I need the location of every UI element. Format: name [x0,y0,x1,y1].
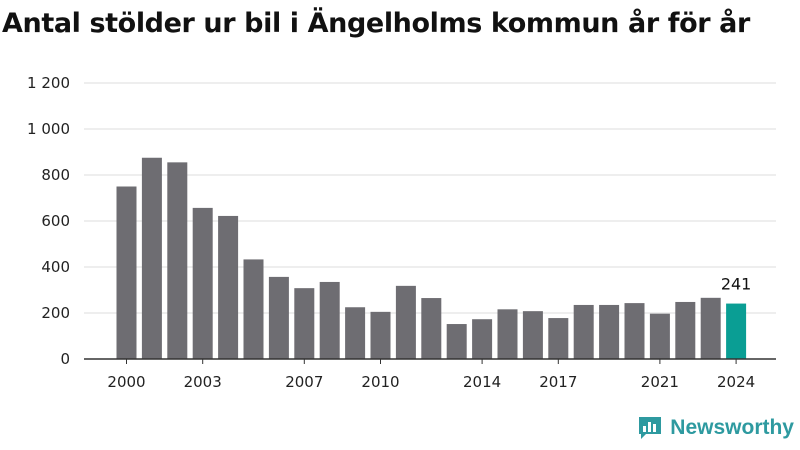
y-axis-ticks: 0 200 400 600 800 1 000 1 200 [27,74,70,368]
x-tick-label: 2003 [184,373,222,391]
bar-2023 [700,297,721,359]
bars [116,157,747,359]
y-tick-label: 400 [41,258,70,276]
bar-2010 [370,311,391,359]
bar-2002 [167,162,188,359]
bar-2014 [472,319,493,359]
bar-2019 [599,304,620,359]
bar-2005 [243,259,264,359]
x-tick-label: 2007 [285,373,323,391]
bar-2007 [294,288,315,359]
x-axis-ticks: 2000 2003 2007 2010 2014 2017 2021 2024 [84,358,776,391]
bar-2015 [497,309,518,359]
y-tick-label: 1 000 [27,120,70,138]
y-tick-label: 0 [60,350,70,368]
bar-2008 [319,281,340,359]
bar-2003 [192,207,213,359]
bar-2004 [218,215,239,359]
data-label-2024: 241 [721,275,752,294]
bar-2016 [522,311,543,359]
gridlines [84,82,776,314]
y-tick-label: 200 [41,304,70,322]
bar-2009 [345,307,366,359]
x-tick-label: 2017 [539,373,577,391]
bar-2024 [726,303,747,359]
bar-2013 [446,324,467,359]
bar-2000 [116,186,137,359]
y-tick-label: 600 [41,212,70,230]
x-tick-label: 2021 [641,373,679,391]
bar-2017 [548,318,569,359]
y-tick-label: 800 [41,166,70,184]
bar-2021 [649,313,670,359]
bar-2001 [141,157,162,359]
bar-2012 [421,298,442,359]
bar-2020 [624,303,645,359]
bar-2018 [573,304,594,359]
x-tick-label: 2010 [361,373,399,391]
x-tick-label: 2000 [107,373,145,391]
y-tick-label: 1 200 [27,74,70,92]
bar-2022 [675,301,696,359]
bar-2011 [395,285,416,359]
chart-title: Antal stölder ur bil i Ängelholms kommun… [2,8,750,39]
data-labels: 241 [721,275,752,294]
newsworthy-logo: Newsworthy [636,414,794,442]
x-tick-label: 2014 [463,373,501,391]
x-tick-label: 2024 [717,373,755,391]
newsworthy-icon [639,417,662,439]
brand-name: Newsworthy [670,416,794,439]
bar-2006 [268,276,289,359]
